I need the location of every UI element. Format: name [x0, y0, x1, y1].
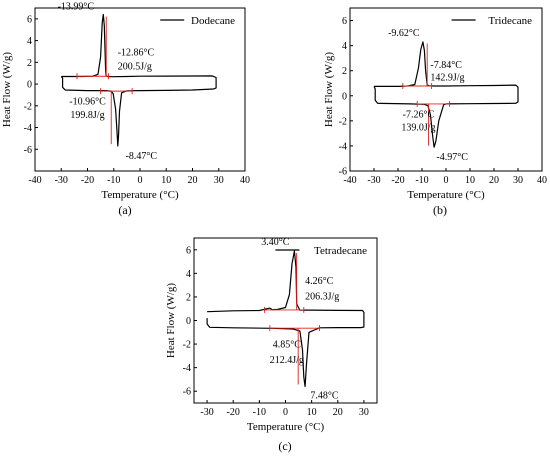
y-tick-label: 2 — [342, 66, 347, 77]
x-tick-label: -10 — [415, 175, 428, 186]
x-tick-label: 0 — [444, 175, 449, 186]
dsc-curve — [373, 41, 519, 148]
x-tick-label: -10 — [253, 407, 266, 418]
annotation-label: 142.9J/g — [430, 73, 464, 84]
annotation-label: -9.62°C — [388, 28, 420, 39]
x-tick-label: 10 — [307, 407, 317, 418]
y-axis-label: Heat Flow (W/g) — [165, 283, 177, 358]
y-tick-label: -6 — [183, 387, 191, 398]
panel-label: (b) — [433, 203, 447, 217]
x-tick-label: 10 — [465, 175, 475, 186]
dsc-curve — [60, 13, 217, 147]
y-tick-label: 0 — [186, 316, 191, 327]
y-tick-label: 4 — [186, 269, 191, 280]
x-tick-label: 20 — [188, 175, 198, 186]
panel-label: (a) — [118, 203, 131, 217]
x-tick-label: -20 — [391, 175, 404, 186]
y-tick-label: -4 — [183, 363, 191, 374]
plot-frame — [193, 237, 378, 404]
x-tick-label: -30 — [367, 175, 380, 186]
annotation-label: 3.40°C — [261, 237, 289, 248]
y-tick-label: 4 — [27, 36, 32, 47]
y-tick-label: 0 — [27, 80, 32, 91]
annotation-label: -4.97°C — [436, 152, 468, 163]
chart-panel-1: -40 -30 -20 -10 0 10 20 30 40-6-4-20246Temperatu… — [1, 2, 250, 217]
x-tick-label: -20 — [81, 175, 94, 186]
x-tick-label: 30 — [214, 175, 224, 186]
x-tick-label: -30 — [200, 407, 213, 418]
annotation-label: 4.26°C — [305, 276, 333, 287]
plot-frame — [349, 7, 543, 172]
annotation-label: -7.26°C — [403, 110, 435, 121]
x-tick-label: 0 — [138, 175, 143, 186]
x-axis-label: Temperature (°C) — [247, 421, 325, 433]
legend-label: Tridecane — [488, 15, 532, 27]
x-tick-label: -30 — [55, 175, 68, 186]
annotation-label: -12.86°C — [118, 47, 155, 58]
chart-panel-2: -40 -30 -20 -10 0 10 20 30 40-6-4-20246Temperatu… — [323, 7, 547, 217]
x-tick-label: 0 — [283, 407, 288, 418]
dsc-curve — [206, 250, 365, 388]
y-tick-label: -2 — [24, 101, 32, 112]
y-tick-label: 6 — [27, 14, 32, 25]
y-tick-label: -4 — [24, 123, 32, 134]
x-tick-label: 30 — [513, 175, 523, 186]
y-tick-label: 0 — [342, 91, 347, 102]
x-tick-label: 30 — [359, 407, 369, 418]
x-tick-label: -10 — [107, 175, 120, 186]
y-tick-label: 4 — [342, 41, 347, 52]
annotation-label: 206.3J/g — [305, 291, 339, 302]
x-tick-label: 40 — [537, 175, 547, 186]
annotation-label: 4.85°C — [273, 340, 301, 351]
x-axis-label: Temperature (°C) — [101, 189, 179, 201]
y-tick-label: -2 — [339, 116, 347, 127]
x-axis-label: Temperature (°C) — [407, 189, 485, 201]
y-tick-label: 6 — [342, 16, 347, 27]
annotation-label: 200.5J/g — [118, 61, 152, 72]
panel-label: (c) — [278, 439, 291, 453]
y-tick-label: -2 — [183, 340, 191, 351]
annotation-label: 212.4J/g — [270, 355, 304, 366]
annotation-label: -8.47°C — [126, 151, 158, 162]
y-tick-label: 2 — [27, 58, 32, 69]
x-tick-label: 40 — [240, 175, 250, 186]
x-tick-label: -20 — [227, 407, 240, 418]
y-axis-label: Heat Flow (W/g) — [1, 52, 13, 127]
legend-label: Dodecane — [191, 15, 235, 27]
annotation-label: 139.0J/g — [401, 122, 435, 133]
x-tick-label: -40 — [28, 175, 41, 186]
annotation-label: -7.84°C — [430, 60, 462, 71]
annotation-label: 199.8J/g — [70, 110, 104, 121]
annotation-label: -10.96°C — [69, 97, 106, 108]
y-axis-label: Heat Flow (W/g) — [323, 52, 335, 127]
x-tick-label: 20 — [489, 175, 499, 186]
y-tick-label: -6 — [339, 167, 347, 178]
x-tick-label: 10 — [161, 175, 171, 186]
legend-label: Tetradecane — [314, 245, 367, 257]
y-tick-label: 6 — [186, 245, 191, 256]
y-tick-label: -4 — [339, 141, 347, 152]
y-tick-label: 2 — [186, 292, 191, 303]
annotation-label: -13.99°C — [58, 2, 95, 13]
x-tick-label: 20 — [333, 407, 343, 418]
annotation-label: 7.48°C — [310, 391, 338, 402]
x-tick-label: -40 — [343, 175, 356, 186]
y-tick-label: -6 — [24, 145, 32, 156]
